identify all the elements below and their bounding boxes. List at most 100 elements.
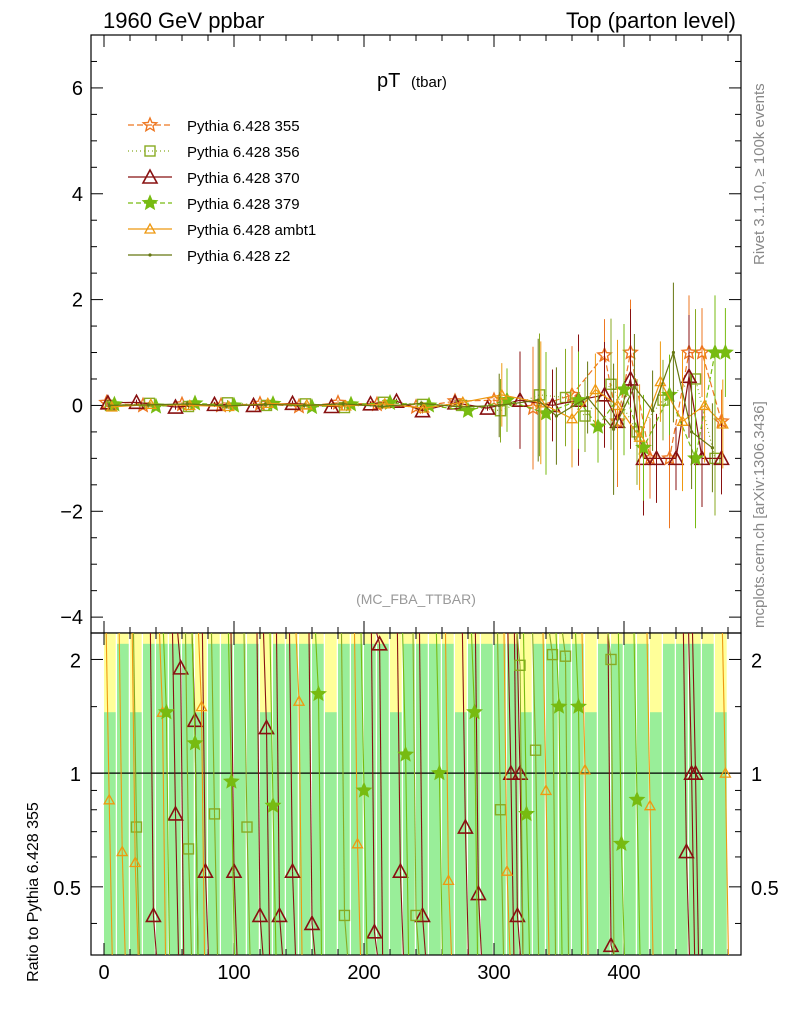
ratio-spike — [555, 632, 560, 707]
ratio-spike — [201, 632, 206, 872]
data-point — [479, 399, 496, 415]
ratio-spike — [405, 754, 410, 956]
ratio-band-inner — [403, 643, 415, 955]
ratio-spike — [561, 632, 567, 657]
ratio-spike — [370, 632, 375, 932]
main-series-group — [98, 282, 734, 529]
ratio-point — [172, 659, 190, 675]
data-point — [710, 446, 715, 450]
ratio-point — [687, 764, 704, 780]
legend-label: Pythia 6.428 379 — [187, 196, 300, 213]
data-point — [419, 401, 423, 405]
chart-title: pT — [377, 70, 400, 92]
ratio-spike — [510, 773, 515, 956]
data-point — [107, 403, 111, 408]
ratio-ylabel: Ratio to Pythia 6.428 355 — [25, 802, 42, 982]
ratio-spike — [132, 632, 138, 828]
ratio-band-inner — [611, 643, 623, 955]
ratio-spike — [496, 632, 502, 810]
data-point — [225, 396, 243, 413]
data-point — [167, 398, 184, 414]
ratio-y-tick-label: 1 — [70, 764, 81, 786]
ratio-spike — [399, 871, 404, 956]
data-point — [689, 373, 702, 385]
ratio-point — [546, 648, 559, 661]
ratio-spike — [184, 632, 190, 849]
data-point — [676, 414, 689, 426]
ratio-spike — [564, 656, 570, 956]
ratio-spike — [474, 632, 479, 894]
ratio-spike — [213, 813, 219, 956]
ratio-point — [643, 799, 657, 811]
ratio-point — [264, 796, 282, 813]
ratio-spike — [402, 632, 407, 755]
ratio-spike — [161, 712, 167, 956]
ratio-point — [197, 862, 214, 879]
ratio-y-tick-label: 2 — [70, 650, 81, 672]
ratio-point — [182, 843, 195, 855]
ratio-spike — [158, 632, 164, 713]
ratio-band-inner — [143, 643, 155, 955]
data-point — [680, 367, 698, 384]
ratio-point — [470, 884, 487, 901]
ratio-spike — [269, 632, 274, 806]
ratio-band-inner — [572, 643, 584, 955]
ratio-spike — [165, 712, 170, 956]
ratio-spike — [105, 632, 110, 800]
main-panel: −4 −2 0 2 4 6 pT (tbar) (MC_FBA_TTBAR) Pythia… — [60, 34, 742, 634]
ratio-spike — [507, 632, 512, 774]
ratio-point — [351, 837, 364, 849]
ratio-band-inner — [468, 643, 480, 955]
ratio-point — [442, 874, 455, 886]
ratio-point — [258, 718, 275, 735]
ratio-spike — [682, 632, 687, 852]
ratio-point — [366, 923, 383, 939]
ratio-spike — [444, 632, 450, 881]
data-point — [687, 449, 704, 466]
ratio-band-inner — [429, 643, 441, 955]
ratio-point — [397, 745, 415, 762]
data-point — [690, 430, 694, 434]
ratio-band-inner — [260, 712, 272, 955]
ratio-spike — [191, 632, 196, 744]
ratio-point — [559, 650, 572, 662]
ratio-spike — [227, 632, 232, 782]
ratio-spike — [265, 727, 271, 956]
ratio-point — [130, 821, 143, 833]
ratio-point — [222, 772, 240, 789]
data-point — [456, 395, 469, 407]
x-tick-label: 400 — [607, 962, 640, 984]
legend-marker — [148, 253, 152, 257]
data-point — [615, 380, 633, 397]
rivet-label: Rivet 3.1.10, ≥ 100k events — [751, 83, 768, 265]
ratio-band-inner — [312, 643, 324, 955]
ratio-band-inner — [234, 643, 246, 955]
legend-marker — [141, 168, 159, 184]
ratio-spike — [473, 712, 479, 956]
series-5 — [107, 282, 715, 495]
ratio-point — [303, 914, 321, 931]
ratio-series-3 — [157, 632, 646, 956]
ratio-spike — [288, 632, 294, 872]
ratio-point — [602, 936, 620, 953]
data-point — [716, 417, 729, 429]
ratio-point — [271, 906, 288, 923]
main-axes: −4 −2 0 2 4 6 — [60, 34, 742, 634]
ratio-spike — [353, 632, 359, 844]
ratio-spike — [134, 862, 139, 956]
ratio-spike — [535, 750, 540, 956]
y-tick-label: −2 — [60, 501, 83, 523]
series-line — [114, 351, 726, 461]
ratio-point — [129, 856, 142, 868]
y-tick-label: −4 — [60, 607, 83, 629]
ratio-spike — [685, 851, 690, 956]
ratio-band-inner — [325, 712, 337, 955]
ratio-spike — [356, 843, 362, 956]
ratio-point — [628, 791, 646, 807]
ratio-spike — [548, 632, 554, 655]
ratio-point — [509, 906, 526, 923]
data-point — [302, 403, 306, 408]
ratio-spike — [649, 805, 654, 956]
ratio-spike — [503, 632, 508, 872]
